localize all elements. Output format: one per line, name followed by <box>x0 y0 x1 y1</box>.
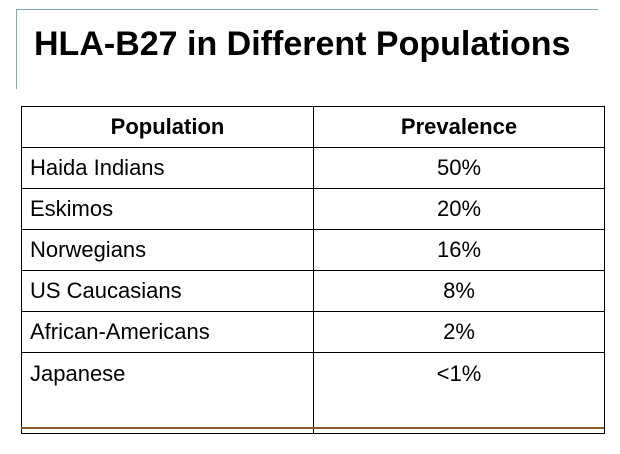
prevalence-cell: 50% <box>313 147 605 189</box>
population-cell: Eskimos <box>21 188 314 230</box>
table-row: Haida Indians 50% <box>21 147 605 189</box>
table-row: African-Americans 2% <box>21 311 605 353</box>
table-row: Japanese <1% <box>21 352 605 434</box>
prevalence-cell: 2% <box>313 311 605 353</box>
title-left-rule <box>16 9 17 89</box>
population-cell: Norwegians <box>21 229 314 271</box>
population-cell: US Caucasians <box>21 270 314 312</box>
population-cell: Japanese <box>21 352 314 434</box>
population-cell: African-Americans <box>21 311 314 353</box>
table-row: Norwegians 16% <box>21 229 605 271</box>
prevalence-cell: 20% <box>313 188 605 230</box>
prevalence-table-container: Population Prevalence Haida Indians 50% … <box>21 106 605 434</box>
header-population: Population <box>21 106 314 148</box>
slide-title: HLA-B27 in Different Populations <box>34 25 571 63</box>
table-bottom-accent <box>21 427 604 429</box>
title-top-rule <box>16 9 598 10</box>
table-header-row: Population Prevalence <box>21 106 605 148</box>
prevalence-cell: 8% <box>313 270 605 312</box>
prevalence-cell: <1% <box>313 352 605 434</box>
prevalence-table: Population Prevalence Haida Indians 50% … <box>21 106 605 434</box>
table-row: US Caucasians 8% <box>21 270 605 312</box>
table-row: Eskimos 20% <box>21 188 605 230</box>
prevalence-cell: 16% <box>313 229 605 271</box>
population-cell: Haida Indians <box>21 147 314 189</box>
header-prevalence: Prevalence <box>313 106 605 148</box>
